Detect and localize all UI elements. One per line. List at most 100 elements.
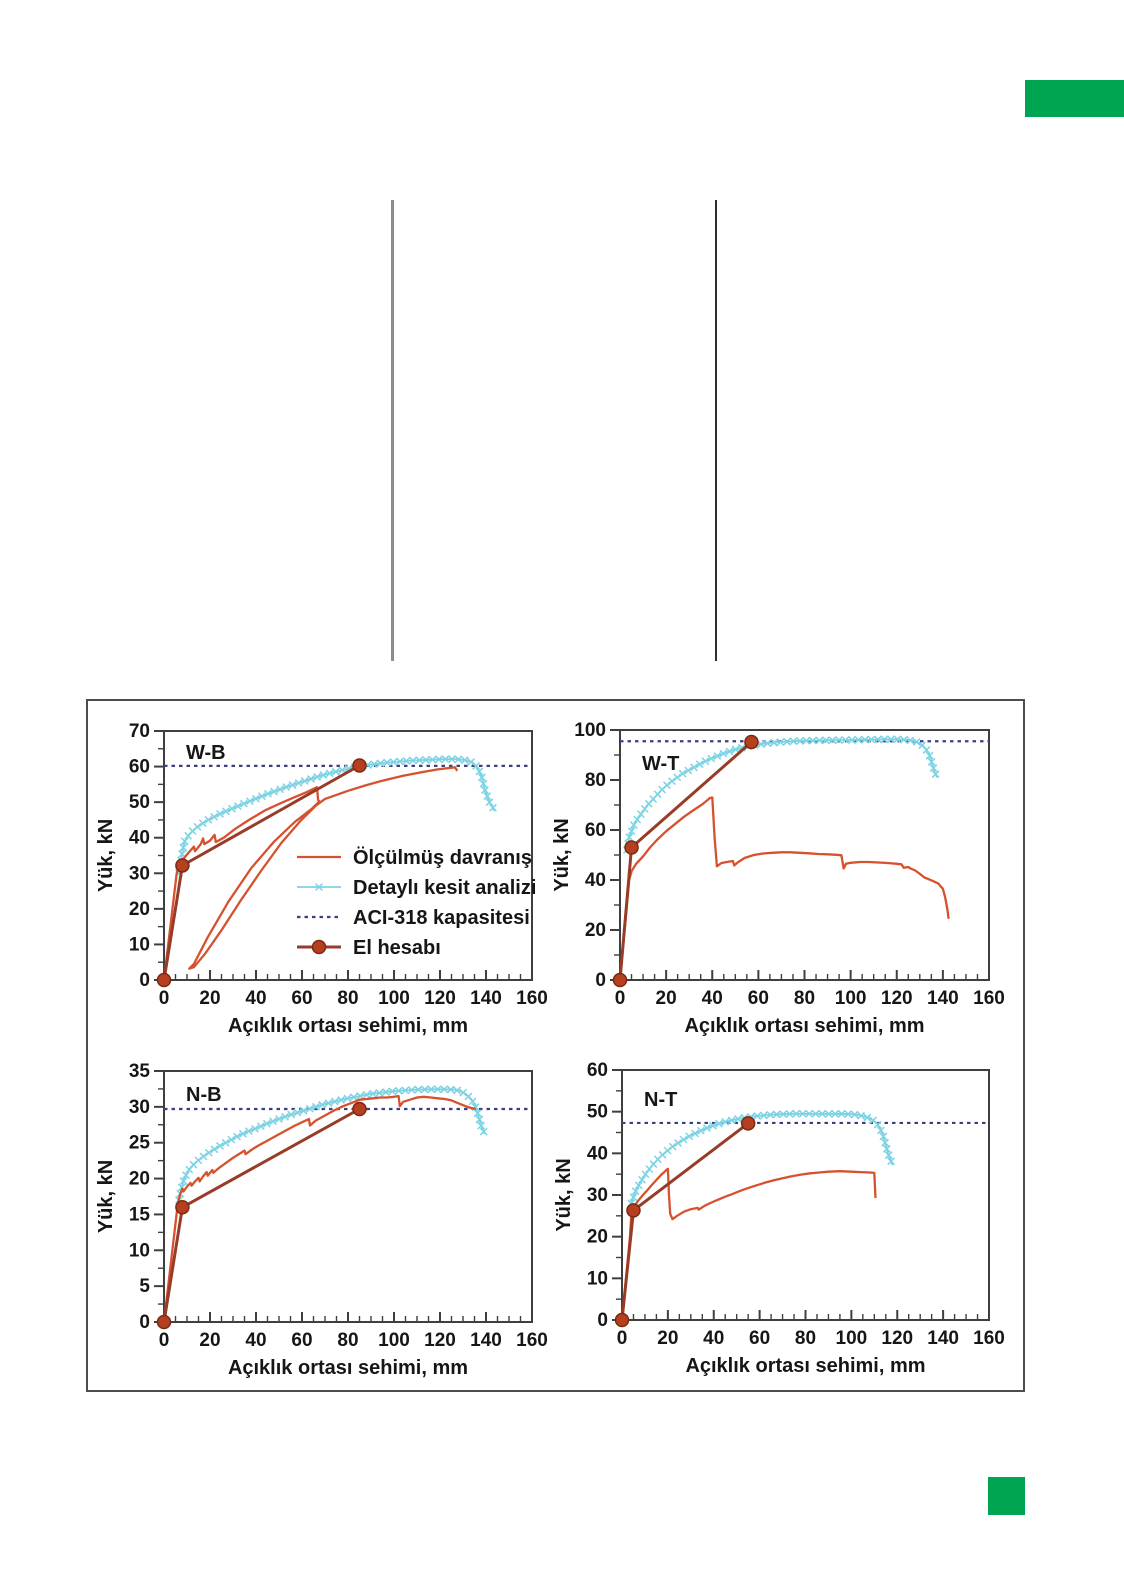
svg-text:60: 60 [291,1330,312,1351]
svg-text:60: 60 [129,757,150,778]
chart-w-t: 0 20 40 60 80 100 120 140 160 0 20 40 60 80 100 Açıklık… [540,698,1010,1043]
series-hand [156,1101,367,1330]
svg-text:100: 100 [574,720,606,741]
svg-text:80: 80 [794,988,815,1009]
svg-text:160: 160 [516,988,548,1009]
column-divider-right [715,200,717,661]
x-axis: 0 20 40 60 80 100 120 140 160 [617,1310,1005,1349]
svg-text:160: 160 [516,1330,548,1351]
y-axis: 0 20 40 60 80 100 [574,720,620,991]
svg-text:0: 0 [595,970,606,991]
svg-text:25: 25 [129,1133,151,1154]
panel-label: W-T [642,753,679,775]
svg-text:0: 0 [615,988,626,1009]
svg-text:20: 20 [129,1169,150,1190]
series-measured [162,766,459,981]
svg-text:50: 50 [587,1102,608,1123]
svg-text:80: 80 [795,1328,816,1349]
y-axis: 0 10 20 30 40 50 60 70 [129,721,164,991]
legend: Ölçülmüş davranış Detaylı kesit analizi AC… [297,846,536,959]
svg-text:160: 160 [973,988,1005,1009]
svg-text:70: 70 [129,721,150,742]
svg-text:0: 0 [617,1328,628,1349]
svg-text:30: 30 [587,1185,608,1206]
chart-n-b: 0 20 40 60 80 100 120 140 160 0 5 10 15 20 25 30 35 Açıkl… [82,1038,552,1383]
chart-svg-w-t: 0 20 40 60 80 100 120 140 160 0 20 40 60 80 100 Açıklık… [551,720,1005,1037]
svg-text:140: 140 [470,1330,502,1351]
svg-text:120: 120 [424,1330,456,1351]
svg-text:160: 160 [973,1328,1005,1349]
legend-label-analysis: Detaylı kesit analizi [353,877,536,899]
green-header-block [1025,80,1124,117]
x-axis-title: Açıklık ortası sehimi, mm [228,1357,468,1379]
svg-text:20: 20 [585,920,606,941]
svg-text:140: 140 [927,988,959,1009]
svg-text:120: 120 [424,988,456,1009]
svg-text:40: 40 [245,988,266,1009]
svg-text:30: 30 [129,1097,150,1118]
svg-text:80: 80 [337,988,358,1009]
svg-text:0: 0 [159,1330,170,1351]
y-axis-title: Yük, kN [553,1158,575,1231]
series-analysis [622,735,940,854]
chart-n-t: 0 20 40 60 80 100 120 140 160 0 10 20 30 40 50 60 Açıklı… [540,1038,1010,1383]
y-axis-title: Yük, kN [95,1160,117,1233]
svg-text:5: 5 [139,1276,150,1297]
svg-text:100: 100 [378,1330,410,1351]
svg-text:0: 0 [139,1312,150,1333]
svg-text:20: 20 [657,1328,678,1349]
chart-svg-n-b: 0 20 40 60 80 100 120 140 160 0 5 10 15 20 25 30 35 Açıkl… [95,1061,548,1379]
y-axis: 0 10 20 30 40 50 60 [587,1060,622,1331]
series-hand [612,734,759,988]
panel-label: W-B [186,742,226,764]
svg-text:80: 80 [337,1330,358,1351]
y-axis-title: Yük, kN [95,819,117,892]
svg-text:15: 15 [129,1204,151,1225]
svg-text:120: 120 [881,988,913,1009]
svg-text:40: 40 [245,1330,266,1351]
x-axis-title: Açıklık ortası sehimi, mm [684,1015,924,1037]
chart-svg-n-t: 0 20 40 60 80 100 120 140 160 0 10 20 30 40 50 60 Açıklı… [553,1060,1005,1377]
svg-text:100: 100 [835,988,867,1009]
panel-label: N-B [186,1084,222,1106]
svg-text:10: 10 [587,1268,608,1289]
svg-text:120: 120 [881,1328,913,1349]
svg-text:40: 40 [587,1143,608,1164]
svg-text:140: 140 [470,988,502,1009]
series-measured [618,796,950,981]
svg-text:40: 40 [585,870,606,891]
svg-text:0: 0 [159,988,170,1009]
x-axis: 0 20 40 60 80 100 120 140 160 [159,1312,548,1351]
svg-text:60: 60 [585,820,606,841]
svg-text:60: 60 [749,1328,770,1349]
svg-text:40: 40 [129,828,150,849]
column-divider-left [391,200,394,661]
svg-text:40: 40 [702,988,723,1009]
series-hand [156,758,367,988]
green-footer-block [988,1477,1025,1515]
x-axis-title: Açıklık ortası sehimi, mm [228,1015,468,1037]
x-axis: 0 20 40 60 80 100 120 140 160 [615,970,1005,1009]
panel-label: N-T [644,1089,677,1111]
series-measured [162,1094,476,1323]
svg-text:20: 20 [199,1330,220,1351]
x-axis: 0 20 40 60 80 100 120 140 160 [159,970,548,1009]
svg-text:140: 140 [927,1328,959,1349]
legend-label-measured: Ölçülmüş davranış [353,846,532,869]
chart-svg-w-b: 0 20 40 60 80 100 120 140 160 0 10 20 30 40 50 60 70 Açık… [95,721,548,1037]
svg-text:50: 50 [129,792,150,813]
svg-text:10: 10 [129,1240,150,1261]
figure-frame [86,699,1025,1392]
svg-text:30: 30 [129,863,150,884]
legend-label-aci: ACI-318 kapasitesi [353,907,530,929]
x-axis-title: Açıklık ortası sehimi, mm [685,1355,925,1377]
svg-text:0: 0 [139,970,150,991]
series-measured [620,1167,877,1321]
svg-text:0: 0 [597,1310,608,1331]
svg-text:100: 100 [836,1328,868,1349]
series-analysis [627,1109,895,1208]
series-hand [614,1116,756,1328]
svg-text:60: 60 [587,1060,608,1081]
svg-text:80: 80 [585,770,606,791]
